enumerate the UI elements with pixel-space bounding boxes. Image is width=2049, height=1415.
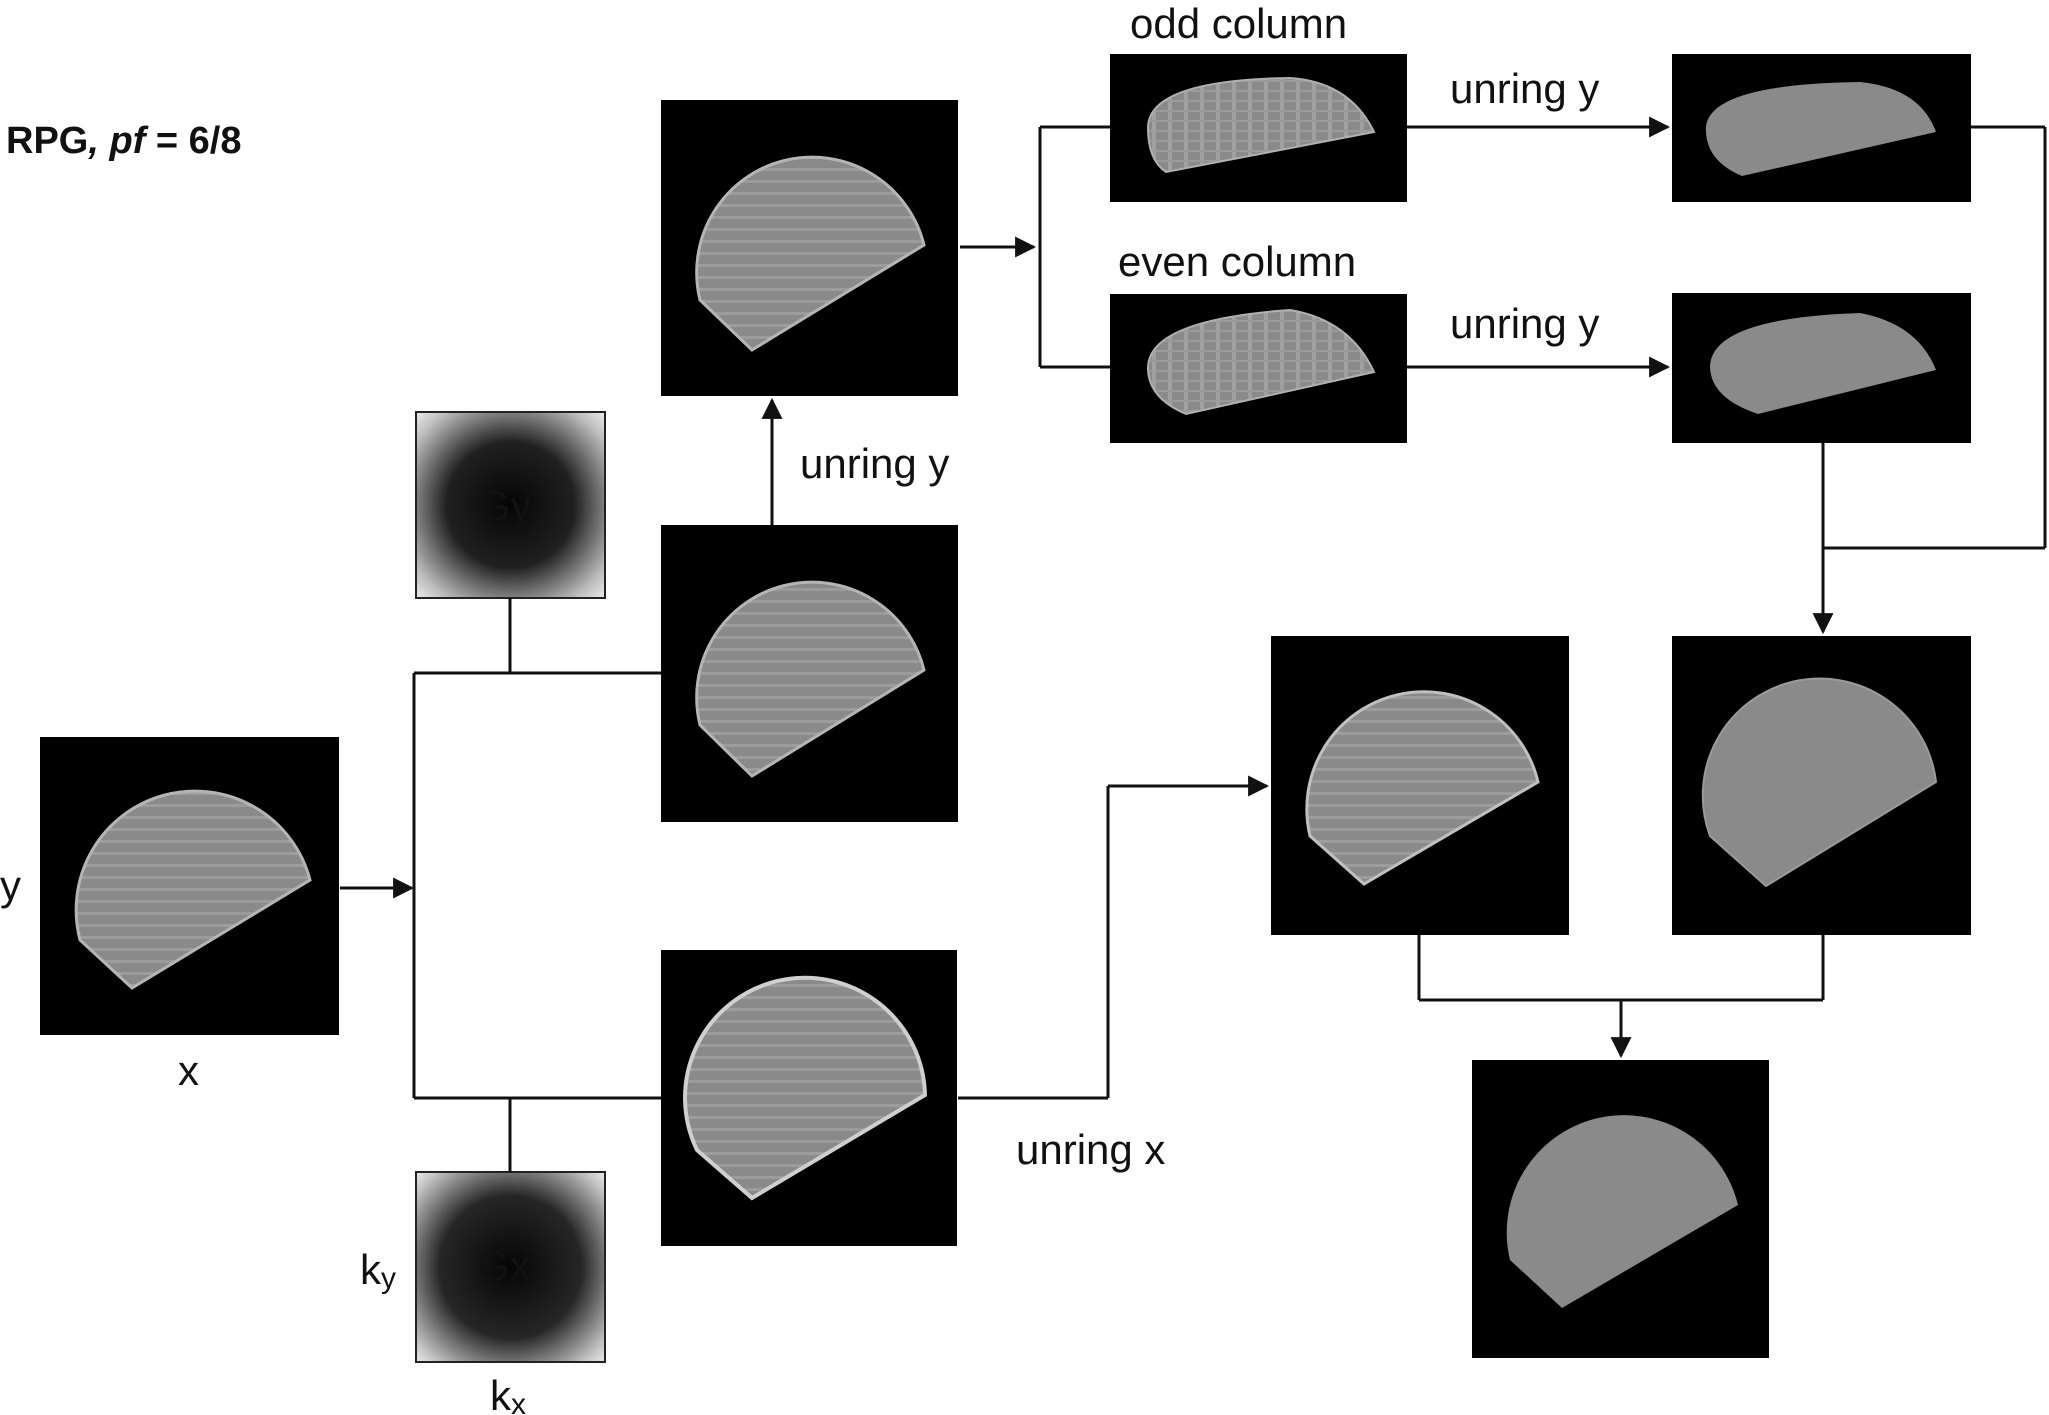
unring-y-even-label: unring y [1450,300,1599,347]
odd-column-label: odd column [1130,0,1347,47]
kx-label: kx [490,1372,526,1415]
gx-label: Gx [477,1242,531,1289]
y-combined-image-panel [1672,636,1971,935]
unring-y-odd-label: unring y [1450,65,1599,112]
diagram-title: RPG, pf = 6/8 [6,120,242,162]
x-filtered-image-panel [661,950,957,1246]
even-unringed-panel [1672,293,1971,443]
even-column-panel [1110,294,1407,443]
axis-x-label: x [178,1047,199,1094]
unring-x-label: unring x [1016,1126,1165,1173]
odd-unringed-panel [1672,54,1971,202]
unring-y-up-label: unring y [800,440,949,487]
gy-label: Gy [478,482,532,529]
final-output-panel [1472,1060,1769,1358]
gy-filter-panel [415,411,606,599]
y-unringed-image-panel [661,100,958,396]
x-unringed-image-panel [1271,636,1569,935]
y-filtered-image-panel [661,525,958,822]
connectors [340,116,2047,1172]
axis-y-label: y [0,862,21,909]
odd-column-panel [1110,54,1407,202]
even-column-label: even column [1118,238,1356,285]
input-image-panel [40,737,339,1035]
ky-label: ky [360,1246,396,1295]
